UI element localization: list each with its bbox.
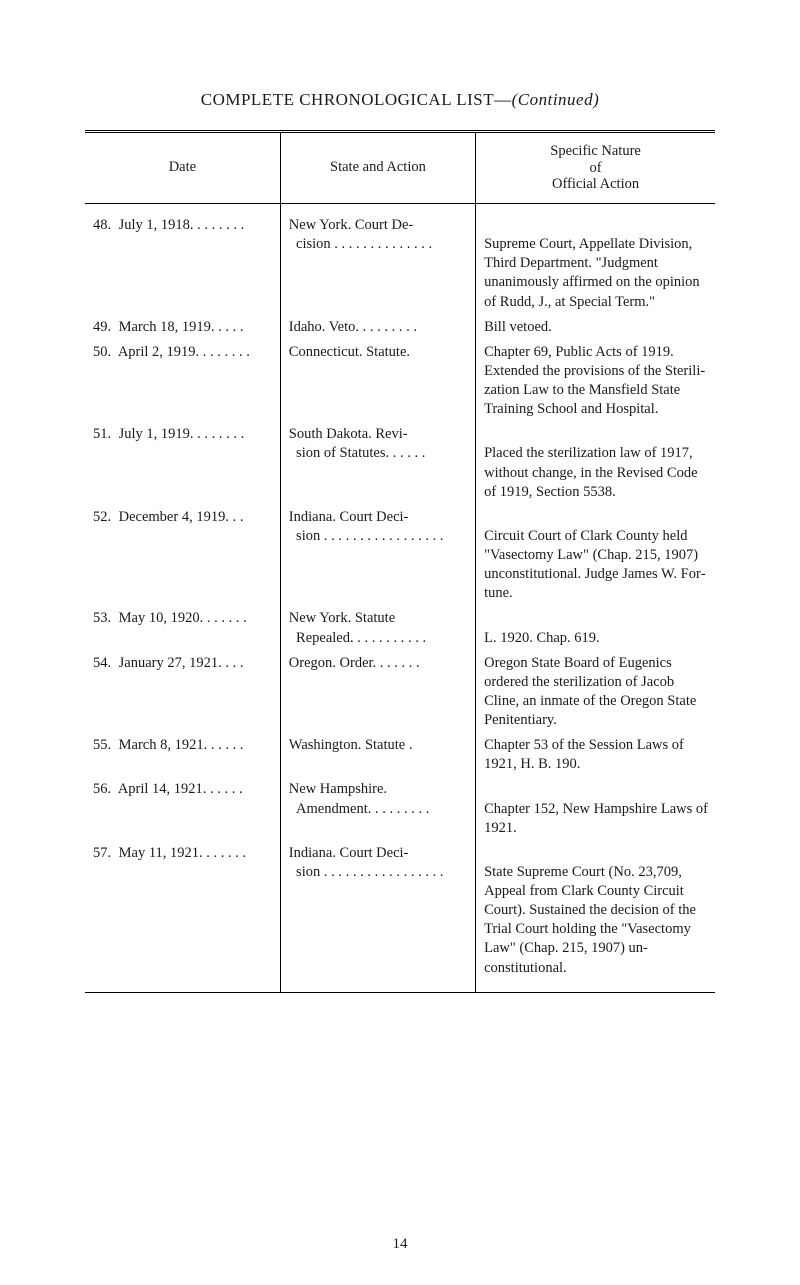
date-text: December 4, 1919. . . bbox=[119, 509, 244, 525]
table-row: 57. May 11, 1921. . . . . . . Indiana. C… bbox=[85, 841, 715, 992]
cell-date: 49. March 18, 1919. . . . . bbox=[85, 315, 280, 340]
state-line2: sion of Statutes. . . . . . bbox=[296, 445, 425, 461]
row-number: 55. bbox=[93, 736, 115, 755]
state-line1: New Hampshire. bbox=[289, 781, 387, 797]
state-line2: sion . . . . . . . . . . . . . . . . . bbox=[296, 528, 443, 544]
cell-date: 50. April 2, 1919. . . . . . . . bbox=[85, 340, 280, 423]
nature-text: Chapter 53 of the Session Laws of 1921, … bbox=[484, 736, 711, 774]
state-line1: New York. Court De- bbox=[289, 217, 413, 233]
nature-text: Chapter 152, New Hamp­shire Laws of 1921… bbox=[484, 800, 711, 838]
cell-state: New Hampshire. Amendment. . . . . . . . … bbox=[280, 777, 475, 840]
cell-nature: State Supreme Court (No. 23,709, Appeal … bbox=[476, 841, 715, 992]
title-suffix: (Continued) bbox=[512, 90, 600, 109]
table-row: 51. July 1, 1919. . . . . . . . South Da… bbox=[85, 422, 715, 505]
title-main: COMPLETE CHRONOLOGICAL LIST— bbox=[201, 90, 512, 109]
state-line1: Indiana. Court Deci- bbox=[289, 509, 409, 525]
cell-nature: Chapter 53 of the Session Laws of 1921, … bbox=[476, 733, 715, 777]
cell-date: 52. December 4, 1919. . . bbox=[85, 505, 280, 607]
state-line2: Amendment. . . . . . . . . bbox=[296, 801, 429, 817]
cell-nature: Chapter 152, New Hamp­shire Laws of 1921… bbox=[476, 777, 715, 840]
nature-text: Oregon State Board of Eugenics ordered t… bbox=[484, 654, 711, 731]
nature-text: Chapter 69, Public Acts of 1919. Extende… bbox=[484, 343, 711, 420]
cell-nature: Supreme Court, Appel­late Division, Thir… bbox=[476, 204, 715, 315]
nature-text: Placed the sterilization law of 1917, wi… bbox=[484, 444, 711, 501]
cell-state: Indiana. Court Deci- sion . . . . . . . … bbox=[280, 505, 475, 607]
row-number: 57. bbox=[93, 844, 115, 863]
cell-state: New York. Statute Repealed. . . . . . . … bbox=[280, 606, 475, 650]
date-text: March 18, 1919. . . . . bbox=[119, 319, 244, 335]
nature-header-l1: Specific Nature bbox=[550, 143, 641, 159]
col-header-state: State and Action bbox=[280, 132, 475, 204]
table-row: 49. March 18, 1919. . . . . Idaho. Veto.… bbox=[85, 315, 715, 340]
cell-date: 57. May 11, 1921. . . . . . . bbox=[85, 841, 280, 992]
state-line1: Washington. Statute . bbox=[289, 737, 413, 753]
date-text: May 11, 1921. . . . . . . bbox=[119, 845, 247, 861]
nature-text: State Supreme Court (No. 23,709, Appeal … bbox=[484, 863, 711, 978]
row-number: 52. bbox=[93, 508, 115, 527]
cell-date: 56. April 14, 1921. . . . . . bbox=[85, 777, 280, 840]
cell-date: 54. January 27, 1921. . . . bbox=[85, 651, 280, 734]
date-text: July 1, 1919. . . . . . . . bbox=[119, 426, 245, 442]
cell-state: Washington. Statute . bbox=[280, 733, 475, 777]
state-line1: South Dakota. Revi- bbox=[289, 426, 408, 442]
table-row: 48. July 1, 1918. . . . . . . . New York… bbox=[85, 204, 715, 315]
state-line1: New York. Statute bbox=[289, 610, 395, 626]
cell-date: 51. July 1, 1919. . . . . . . . bbox=[85, 422, 280, 505]
row-number: 49. bbox=[93, 318, 115, 337]
cell-nature: Oregon State Board of Eugenics ordered t… bbox=[476, 651, 715, 734]
table-body: 48. July 1, 1918. . . . . . . . New York… bbox=[85, 204, 715, 993]
nature-text: L. 1920. Chap. 619. bbox=[484, 629, 711, 648]
date-text: March 8, 1921. . . . . . bbox=[119, 737, 244, 753]
state-line1: Oregon. Order. . . . . . . bbox=[289, 655, 420, 671]
cell-state: Connecticut. Statute. bbox=[280, 340, 475, 423]
cell-state: Idaho. Veto. . . . . . . . . bbox=[280, 315, 475, 340]
row-number: 54. bbox=[93, 654, 115, 673]
chronological-table: Date State and Action Specific Nature of… bbox=[85, 130, 715, 993]
nature-header-l3: Official Action bbox=[552, 176, 639, 192]
cell-nature: Chapter 69, Public Acts of 1919. Extende… bbox=[476, 340, 715, 423]
nature-text: Supreme Court, Appel­late Division, Thir… bbox=[484, 235, 711, 312]
date-text: April 2, 1919. . . . . . . . bbox=[118, 344, 250, 360]
date-text: July 1, 1918. . . . . . . . bbox=[119, 217, 245, 233]
cell-state: New York. Court De- cision . . . . . . .… bbox=[280, 204, 475, 315]
col-header-date: Date bbox=[85, 132, 280, 204]
cell-nature: L. 1920. Chap. 619. bbox=[476, 606, 715, 650]
state-line2: cision . . . . . . . . . . . . . . bbox=[296, 236, 432, 252]
table-row: 54. January 27, 1921. . . . Oregon. Orde… bbox=[85, 651, 715, 734]
date-text: May 10, 1920. . . . . . . bbox=[119, 610, 247, 626]
state-line1: Indiana. Court Deci- bbox=[289, 845, 409, 861]
state-line1: Idaho. Veto. . . . . . . . . bbox=[289, 319, 417, 335]
row-number: 48. bbox=[93, 216, 115, 235]
cell-state: Oregon. Order. . . . . . . bbox=[280, 651, 475, 734]
nature-header-l2: of bbox=[590, 160, 602, 176]
date-text: April 14, 1921. . . . . . bbox=[118, 781, 243, 797]
page-number: 14 bbox=[0, 1236, 800, 1253]
table-row: 55. March 8, 1921. . . . . . Washington.… bbox=[85, 733, 715, 777]
row-number: 50. bbox=[93, 343, 115, 362]
nature-text: Circuit Court of Clark County held "Vase… bbox=[484, 527, 711, 604]
state-line1: Connecticut. Statute. bbox=[289, 344, 410, 360]
row-number: 51. bbox=[93, 425, 115, 444]
table-row: 53. May 10, 1920. . . . . . . New York. … bbox=[85, 606, 715, 650]
col-header-nature: Specific Nature of Official Action bbox=[476, 132, 715, 204]
state-line2: sion . . . . . . . . . . . . . . . . . bbox=[296, 864, 443, 880]
date-text: January 27, 1921. . . . bbox=[119, 655, 244, 671]
table-row: 56. April 14, 1921. . . . . . New Hampsh… bbox=[85, 777, 715, 840]
cell-nature: Bill vetoed. bbox=[476, 315, 715, 340]
nature-text: Bill vetoed. bbox=[484, 318, 711, 337]
cell-date: 53. May 10, 1920. . . . . . . bbox=[85, 606, 280, 650]
cell-date: 55. March 8, 1921. . . . . . bbox=[85, 733, 280, 777]
state-line2: Repealed. . . . . . . . . . . bbox=[296, 630, 426, 646]
row-number: 56. bbox=[93, 780, 115, 799]
table-header-row: Date State and Action Specific Nature of… bbox=[85, 132, 715, 204]
cell-nature: Placed the sterilization law of 1917, wi… bbox=[476, 422, 715, 505]
table-row: 50. April 2, 1919. . . . . . . . Connect… bbox=[85, 340, 715, 423]
cell-date: 48. July 1, 1918. . . . . . . . bbox=[85, 204, 280, 315]
row-number: 53. bbox=[93, 609, 115, 628]
page-title: COMPLETE CHRONOLOGICAL LIST—(Continued) bbox=[85, 90, 715, 110]
table-row: 52. December 4, 1919. . . Indiana. Court… bbox=[85, 505, 715, 607]
cell-nature: Circuit Court of Clark County held "Vase… bbox=[476, 505, 715, 607]
cell-state: South Dakota. Revi- sion of Statutes. . … bbox=[280, 422, 475, 505]
cell-state: Indiana. Court Deci- sion . . . . . . . … bbox=[280, 841, 475, 992]
